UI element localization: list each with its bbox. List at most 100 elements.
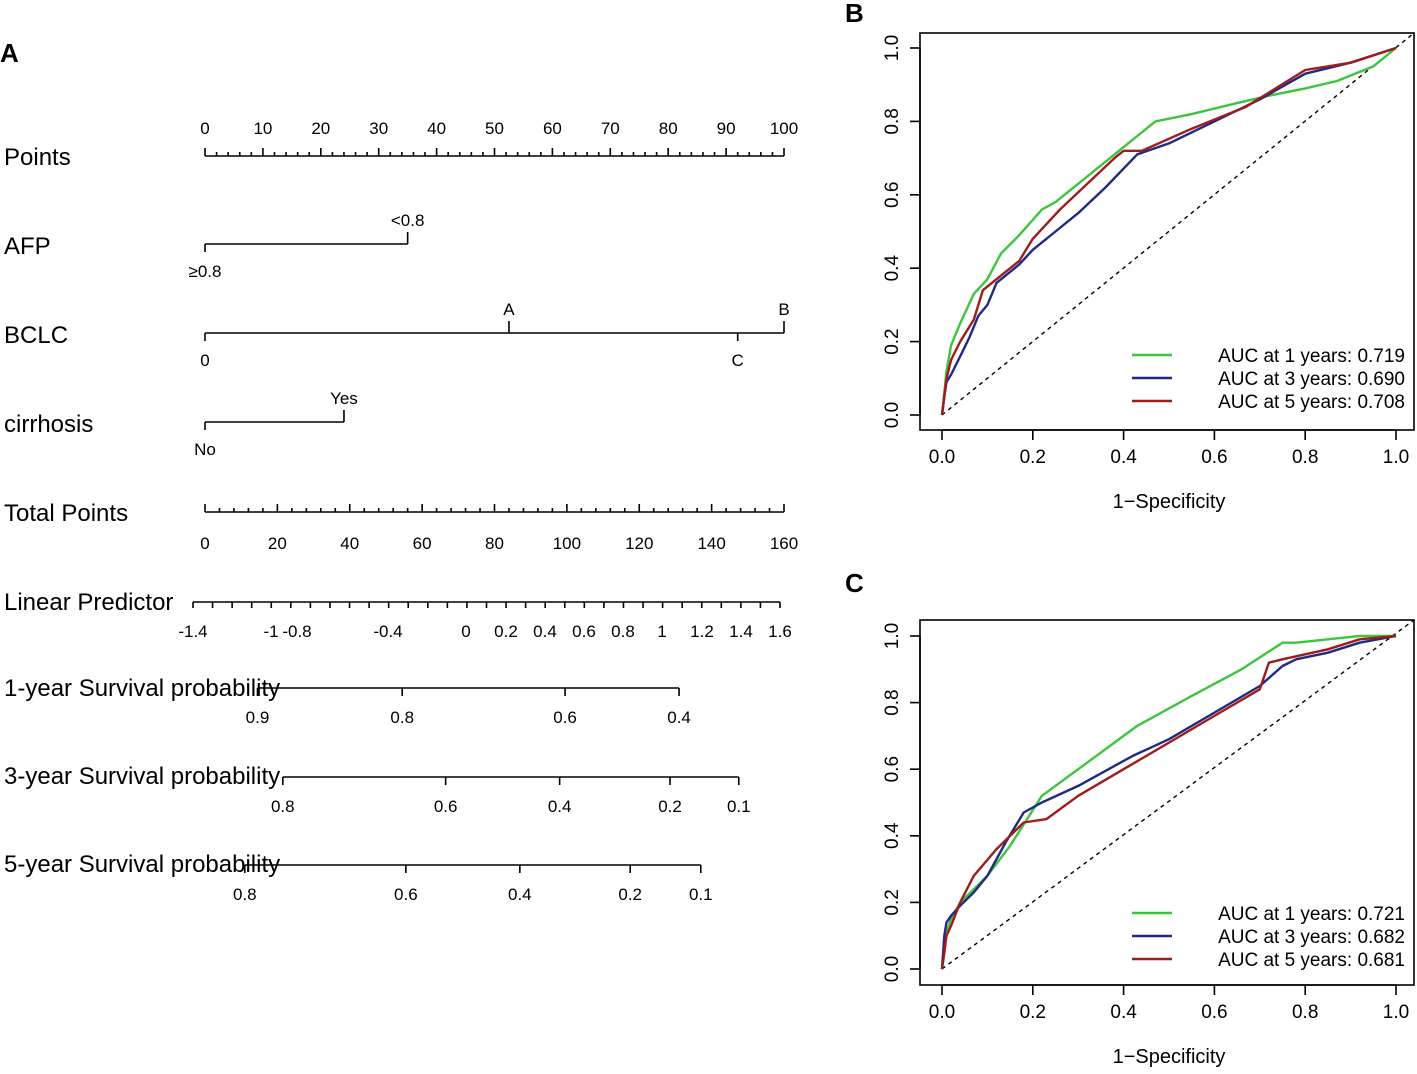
probability-tick-label: 0.9 [246, 708, 270, 727]
x-axis-title: 1−Specificity [1113, 1046, 1226, 1068]
total-tick-label: 60 [413, 534, 432, 553]
lp-tick-label: 1.2 [690, 622, 714, 641]
points-tick-label: 10 [253, 119, 272, 138]
points-tick-label: 100 [770, 119, 798, 138]
lp-tick-label: 1.6 [768, 622, 792, 641]
lp-tick-label: -0.8 [282, 622, 311, 641]
row-label-7: 3-year Survival probability [4, 763, 280, 790]
x-tick-label: 0.8 [1292, 1002, 1318, 1023]
panel-label-a: A [0, 38, 19, 68]
reference-diagonal [941, 619, 1415, 970]
roc-curve-series-1 [940, 47, 1397, 416]
factor-level-label: 0 [200, 351, 209, 370]
row-label-2: BCLC [4, 322, 68, 349]
factor-level-label: B [778, 300, 789, 319]
probability-tick-label: 0.1 [689, 885, 713, 904]
x-tick-label: 0.4 [1110, 447, 1137, 468]
lp-tick-label: 0.8 [611, 622, 635, 641]
legend-entry: AUC at 1 years: 0.721 [1218, 904, 1405, 925]
total-tick-label: 100 [553, 534, 581, 553]
row-label-8: 5-year Survival probability [4, 851, 280, 878]
roc-chart-c: 0.0 0.2 0.4 0.6 0.8 1.0 1−Specificity 0.0 0.2 0.4… [882, 619, 1415, 1068]
x-tick-label: 0.2 [1020, 447, 1046, 468]
roc-curve-series-3 [940, 46, 1397, 416]
y-tick-label: 0.6 [882, 182, 903, 208]
probability-tick-label: 0.8 [233, 885, 257, 904]
probability-tick-label: 0.4 [667, 708, 691, 727]
row-label-1: AFP [4, 233, 51, 260]
probability-tick-label: 0.4 [508, 885, 532, 904]
legend-entry: AUC at 3 years: 0.682 [1218, 927, 1405, 948]
factor-level-label: ≥0.8 [189, 262, 222, 281]
points-tick-label: 20 [311, 119, 330, 138]
x-tick-label: 1.0 [1383, 1002, 1409, 1023]
probability-tick-label: 0.4 [548, 797, 572, 816]
y-tick-label: 0.0 [882, 402, 903, 428]
x-tick-label: 0.0 [929, 447, 955, 468]
points-tick-label: 0 [200, 119, 209, 138]
probability-tick-label: 0.2 [658, 797, 682, 816]
total-tick-label: 20 [268, 534, 287, 553]
lp-tick-label: 0 [461, 622, 470, 641]
y-tick-label: 0.2 [882, 889, 903, 915]
x-tick-label: 0.8 [1292, 447, 1318, 468]
row-label-4: Total Points [4, 500, 128, 527]
points-tick-label: 80 [659, 119, 678, 138]
points-tick-label: 30 [369, 119, 388, 138]
row-label-5: Linear Predictor [4, 589, 173, 616]
x-tick-label: 0.4 [1110, 1002, 1137, 1023]
row-label-0: Points [4, 144, 71, 171]
factor-level-label: A [503, 300, 515, 319]
total-tick-label: 80 [485, 534, 504, 553]
factor-level-label: Yes [330, 389, 358, 408]
x-tick-label: 0.0 [929, 1002, 955, 1023]
panel-label-c: C [845, 568, 864, 598]
total-tick-label: 0 [200, 534, 209, 553]
factor-level-label: <0.8 [391, 211, 425, 230]
roc-curve-series-2 [940, 634, 1397, 970]
roc-curve-series-1 [940, 634, 1396, 970]
probability-tick-label: 0.6 [553, 708, 577, 727]
y-tick-label: 0.6 [882, 756, 903, 782]
x-tick-label: 1.0 [1383, 447, 1409, 468]
probability-tick-label: 0.6 [434, 797, 458, 816]
lp-tick-label: -1.4 [178, 622, 207, 641]
points-tick-label: 60 [543, 119, 562, 138]
legend-entry: AUC at 5 years: 0.708 [1218, 392, 1405, 413]
probability-tick-label: 0.1 [727, 797, 751, 816]
panel-label-b: B [845, 0, 864, 28]
y-tick-label: 0.4 [882, 822, 903, 849]
y-tick-label: 0.0 [882, 956, 903, 982]
x-axis-title: 1−Specificity [1113, 491, 1226, 513]
total-tick-label: 160 [770, 534, 798, 553]
probability-tick-label: 0.8 [271, 797, 295, 816]
y-tick-label: 0.4 [882, 255, 903, 282]
x-tick-label: 0.2 [1020, 1002, 1046, 1023]
points-tick-label: 40 [427, 119, 446, 138]
y-tick-label: 0.2 [882, 328, 903, 354]
x-tick-label: 0.6 [1201, 1002, 1227, 1023]
legend-entry: AUC at 5 years: 0.681 [1218, 950, 1405, 971]
total-tick-label: 120 [625, 534, 653, 553]
probability-tick-label: 0.8 [390, 708, 414, 727]
y-tick-label: 0.8 [882, 108, 903, 134]
lp-tick-label: 0.4 [533, 622, 557, 641]
lp-tick-label: 1.4 [729, 622, 753, 641]
probability-tick-label: 0.2 [618, 885, 642, 904]
lp-tick-label: 1 [657, 622, 666, 641]
legend-entry: AUC at 3 years: 0.690 [1218, 369, 1405, 390]
lp-tick-label: -1 [263, 622, 278, 641]
probability-tick-label: 0.6 [394, 885, 418, 904]
points-tick-label: 90 [717, 119, 736, 138]
total-tick-label: 40 [340, 534, 359, 553]
roc-curve-series-3 [940, 634, 1397, 970]
y-tick-label: 1.0 [882, 623, 903, 649]
lp-tick-label: 0.6 [572, 622, 596, 641]
row-label-6: 1-year Survival probability [4, 675, 280, 702]
y-tick-label: 0.8 [882, 689, 903, 715]
lp-tick-label: 0.2 [494, 622, 518, 641]
points-tick-label: 50 [485, 119, 504, 138]
x-tick-label: 0.6 [1201, 447, 1227, 468]
